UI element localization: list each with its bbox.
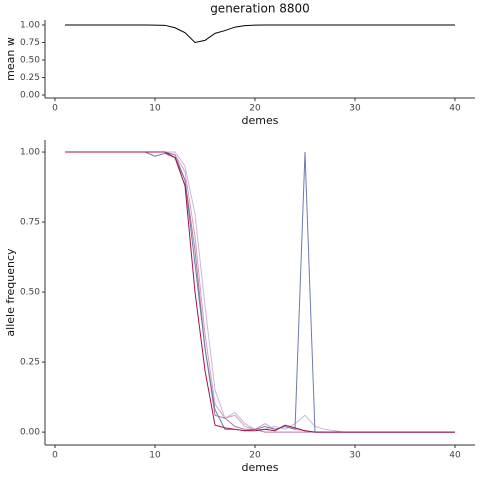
y-tick-label: 0.75 — [20, 38, 40, 48]
data-line — [65, 151, 455, 433]
data-line — [65, 24, 455, 44]
x-axis-label: demes — [242, 461, 279, 474]
data-line — [65, 151, 455, 433]
y-tick-label: 0.25 — [20, 73, 40, 83]
y-tick-label: 0.50 — [20, 288, 40, 298]
x-tick-label: 40 — [449, 451, 461, 461]
y-tick-label: 0.00 — [20, 428, 40, 438]
y-tick-label: 0.00 — [20, 90, 40, 100]
y-tick-label: 0.75 — [20, 218, 40, 228]
x-tick-label: 40 — [449, 104, 461, 114]
x-tick-label: 0 — [52, 104, 58, 114]
x-tick-label: 10 — [149, 451, 161, 461]
y-tick-label: 1.00 — [20, 20, 40, 30]
data-line — [65, 151, 455, 433]
data-line — [65, 151, 455, 433]
chart-title: generation 8800 — [210, 2, 310, 16]
y-tick-label: 0.50 — [20, 55, 40, 65]
y-axis-label: mean w — [4, 37, 17, 81]
x-tick-label: 30 — [349, 451, 361, 461]
x-tick-label: 10 — [149, 104, 161, 114]
y-tick-label: 0.25 — [20, 358, 40, 368]
y-tick-label: 1.00 — [20, 148, 40, 158]
x-tick-label: 30 — [349, 104, 361, 114]
x-tick-label: 20 — [249, 451, 261, 461]
x-tick-label: 0 — [52, 451, 58, 461]
x-tick-label: 20 — [249, 104, 261, 114]
data-line — [65, 151, 455, 433]
x-axis-label: demes — [242, 114, 279, 127]
y-axis-label: allele frequency — [4, 248, 17, 337]
